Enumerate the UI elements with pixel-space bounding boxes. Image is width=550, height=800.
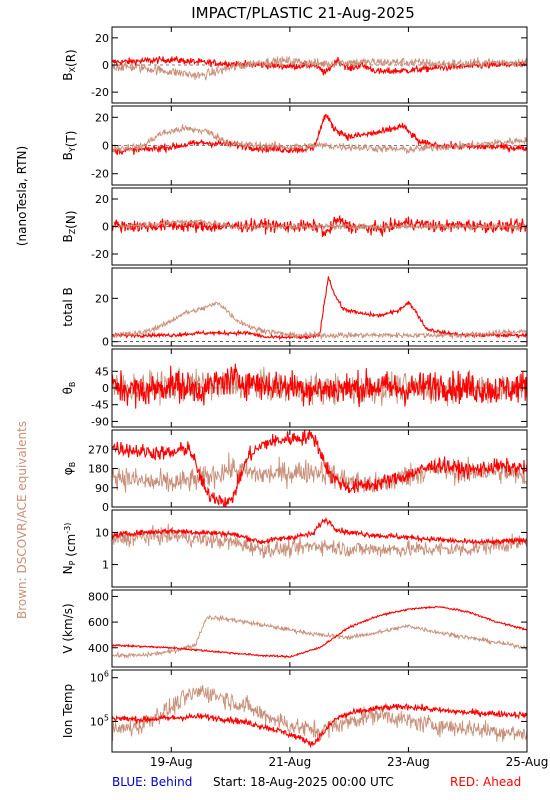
panel-ylabel: total B: [61, 287, 75, 327]
panel-ylabel: BX(R): [61, 49, 78, 80]
series-group: [112, 605, 527, 660]
panel-stack: 20 0 -20 BX(R) 20 0 -20 BY(T) 20 0 -20 BZ(N) 20 0 tota…: [61, 26, 549, 769]
panel-frame: [111, 509, 528, 588]
y-tick-label: 0: [102, 336, 109, 349]
series-group: [112, 516, 527, 559]
y-tick-label: 106: [90, 670, 109, 685]
y-tick-label: 45: [95, 365, 109, 378]
series-group: [112, 113, 527, 156]
panel-v: 800 600 400 V (km/s): [61, 589, 528, 668]
x-tick-label: 23-Aug: [387, 755, 430, 769]
y-tick-label: -20: [91, 86, 109, 99]
series-line-brown: [112, 301, 527, 340]
y-tick-label: -20: [91, 248, 109, 261]
y-tick-label: 180: [88, 463, 109, 476]
panel-np: 10 1 NP (cm-3): [61, 509, 528, 588]
series-line-brown: [112, 452, 527, 493]
panel-ylabel: V (km/s): [61, 603, 75, 653]
series-group: [112, 276, 527, 341]
y-tick-label: 270: [88, 443, 109, 456]
series-line-brown: [112, 614, 527, 660]
y-tick-label: 20: [95, 111, 109, 124]
series-group: [112, 430, 527, 507]
y-tick-label: 20: [95, 193, 109, 206]
panel-by: 20 0 -20 BY(T): [61, 105, 528, 186]
series-group: [112, 363, 527, 409]
x-tick-label: 21-Aug: [268, 755, 311, 769]
panel-phi: 270 180 90 0 φB: [61, 429, 528, 514]
y-tick-label: 0: [102, 59, 109, 72]
x-tick-label: 25-Aug: [506, 755, 549, 769]
units-label: (nanoTesla, RTN): [15, 146, 29, 246]
series-group: [112, 685, 527, 749]
brown-legend-note: Brown: DSCOVR/ACE equivalents: [15, 421, 29, 619]
y-tick-label: -20: [91, 168, 109, 181]
start-time-label: Start: 18-Aug-2025 00:00 UTC: [213, 775, 394, 789]
panel-theta: 45 0 -45 -90 θB: [61, 348, 528, 428]
panel-ylabel: φB: [61, 462, 77, 475]
panel-ylabel: NP (cm-3): [61, 523, 78, 575]
panel-frame: [111, 589, 528, 668]
y-tick-label: 105: [90, 713, 109, 728]
chart-title: IMPACT/PLASTIC 21-Aug-2025: [191, 4, 415, 22]
series-line-ahead: [112, 276, 527, 341]
panel-ylabel: Ion Temp: [61, 684, 75, 738]
panel-bx: 20 0 -20 BX(R): [61, 26, 528, 104]
panel-bz: 20 0 -20 BZ(N): [61, 187, 528, 266]
x-tick-label: 19-Aug: [150, 755, 193, 769]
series-group: [112, 56, 527, 81]
series-line-ahead: [112, 113, 527, 156]
panel-ylabel: BZ(N): [61, 210, 78, 242]
y-tick-label: -45: [91, 399, 109, 412]
blue-behind-label: BLUE: Behind: [112, 775, 192, 789]
y-tick-label: 20: [95, 292, 109, 305]
red-ahead-label: RED: Ahead: [450, 775, 521, 789]
panel-temp: 106 105 Ion Temp: [61, 669, 528, 753]
panel-ylabel: θB: [61, 382, 77, 395]
y-tick-label: -90: [91, 415, 109, 428]
series-line-ahead: [112, 215, 527, 238]
series-line-brown: [112, 124, 527, 155]
series-line-ahead: [112, 516, 527, 546]
series-line-ahead: [112, 430, 527, 507]
y-tick-label: 0: [102, 501, 109, 514]
y-tick-label: 800: [88, 590, 109, 603]
series-group: [112, 215, 527, 238]
series-line-brown: [112, 685, 527, 742]
series-line-brown: [112, 56, 527, 81]
series-line-ahead: [112, 363, 527, 409]
y-tick-label: 400: [88, 642, 109, 655]
y-tick-label: 600: [88, 616, 109, 629]
series-line-ahead: [112, 605, 527, 659]
series-line-brown: [112, 218, 527, 232]
y-tick-label: 0: [102, 382, 109, 395]
series-line-ahead: [112, 702, 527, 749]
y-tick-label: 1: [102, 559, 109, 572]
panel-frame: [111, 267, 528, 347]
series-line-ahead: [112, 56, 527, 76]
series-line-brown: [112, 523, 527, 559]
panel-frame: [111, 669, 528, 753]
y-tick-label: 20: [95, 32, 109, 45]
y-tick-label: 0: [102, 140, 109, 153]
y-tick-label: 90: [95, 482, 109, 495]
panel-ylabel: BY(T): [61, 131, 78, 161]
y-tick-label: 0: [102, 221, 109, 234]
y-tick-label: 10: [95, 526, 109, 539]
panel-btot: 20 0 total B: [61, 267, 528, 349]
